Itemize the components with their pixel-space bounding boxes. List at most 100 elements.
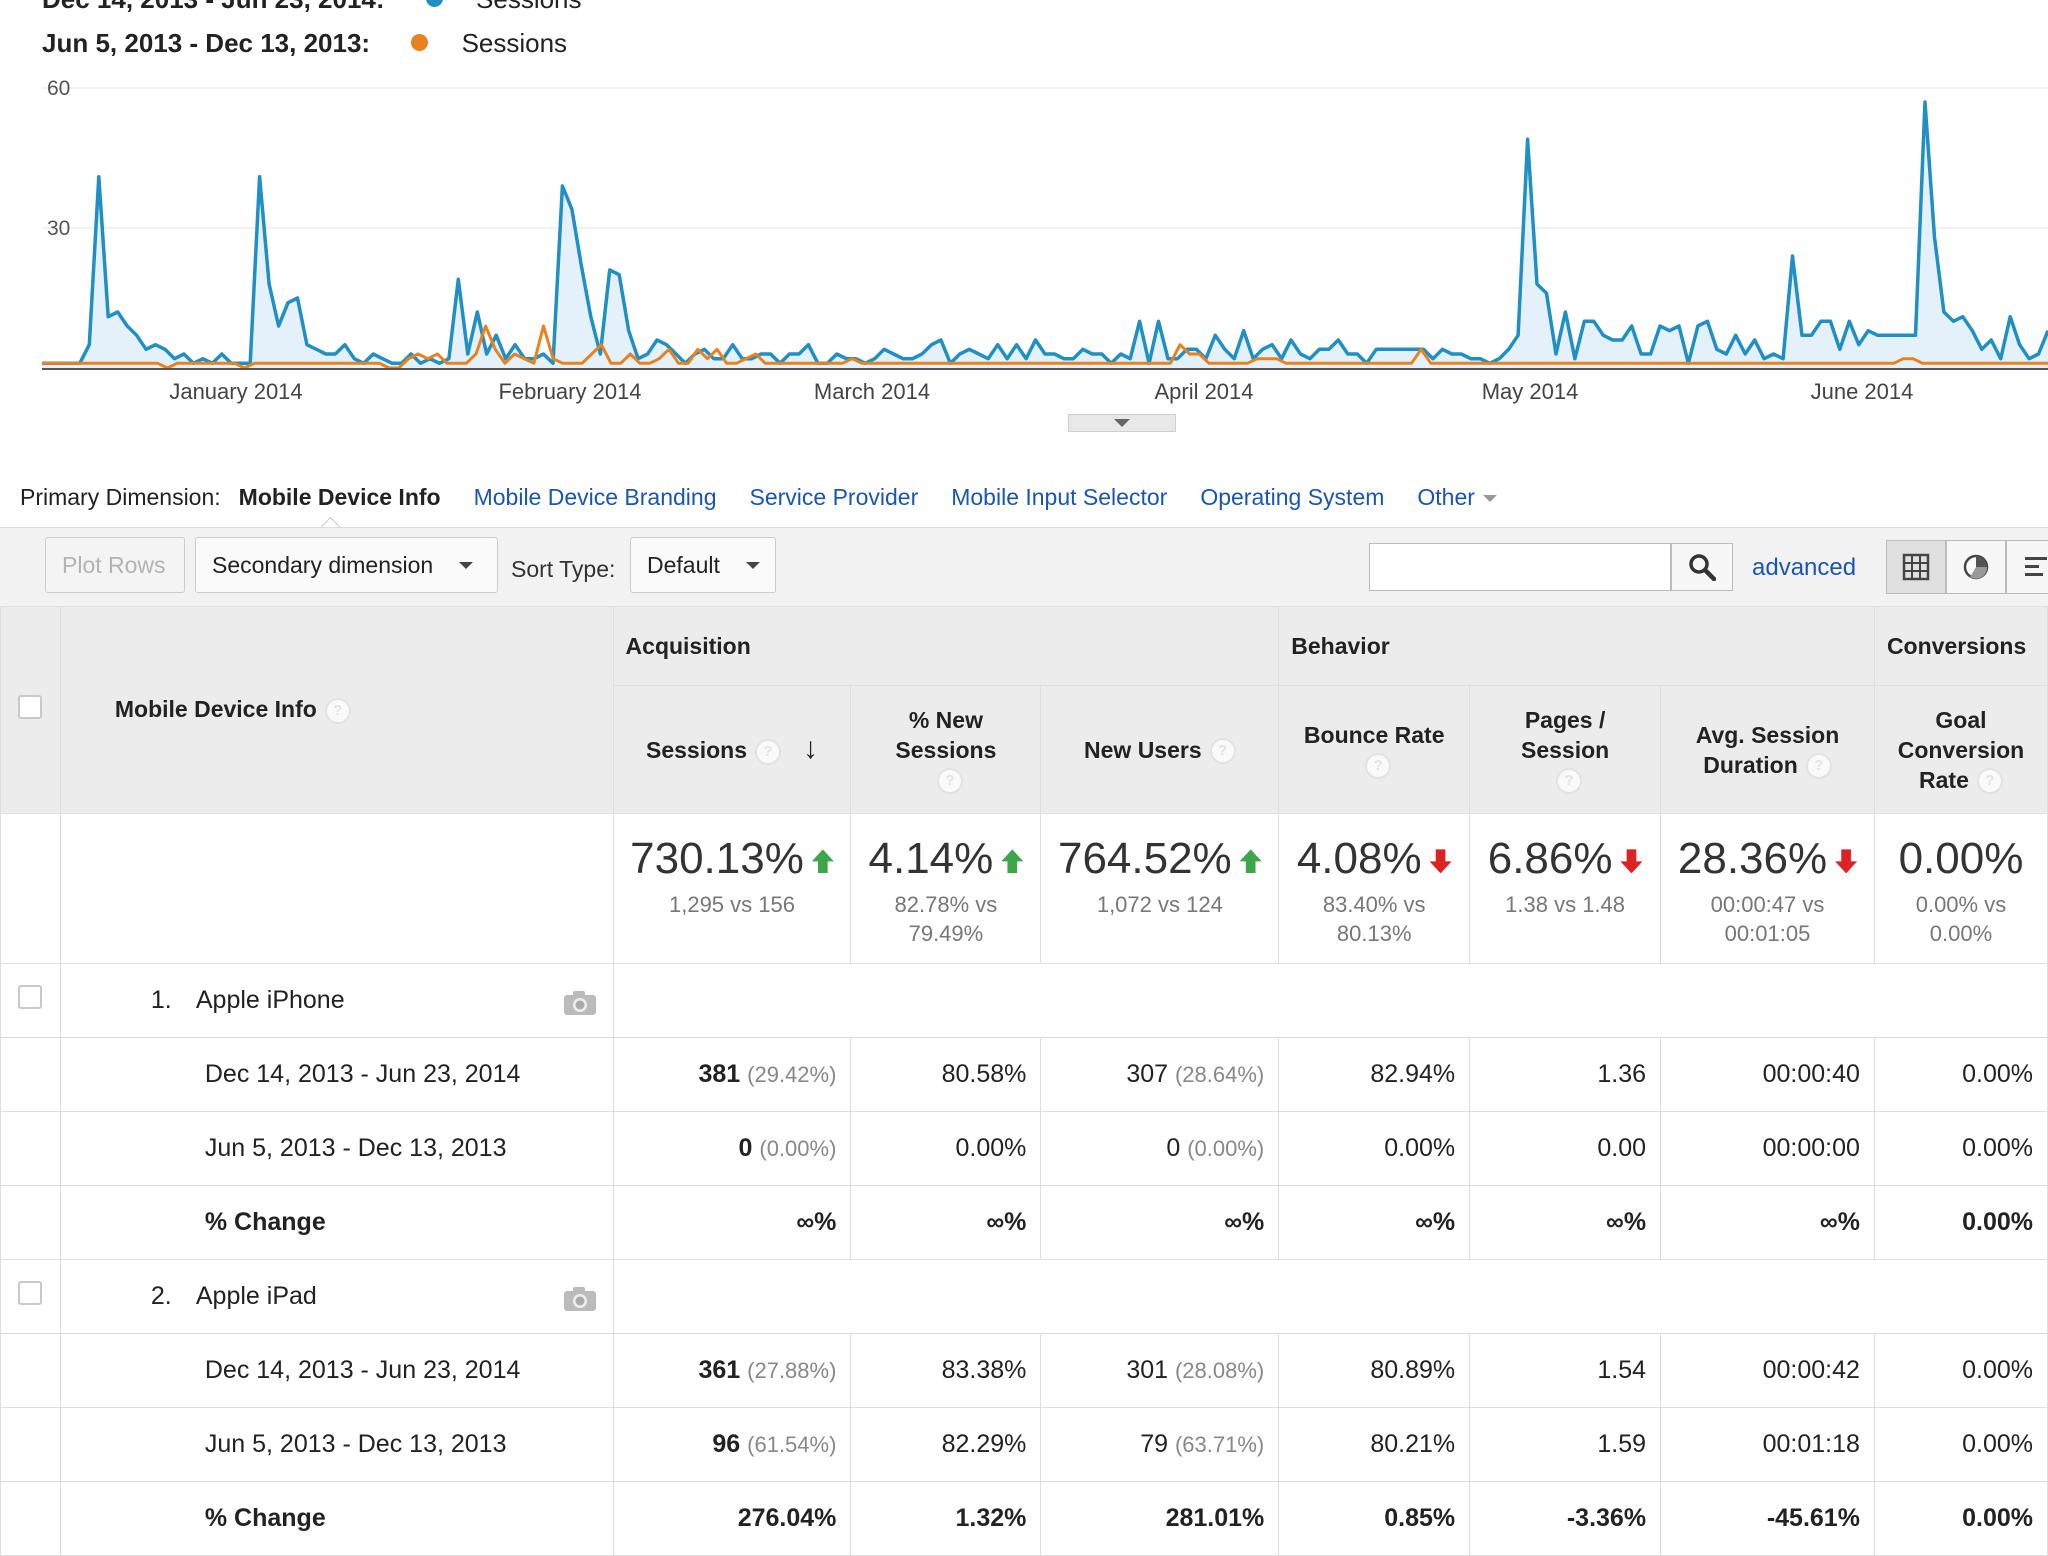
- row-spacer: [0, 1407, 61, 1482]
- row-checkbox[interactable]: [18, 985, 43, 1009]
- cell-new-users: 281.01%: [1040, 1481, 1280, 1556]
- cell-sessions: 0 (0.00%): [612, 1111, 852, 1186]
- cell-goal-conversion-rate: 0.00%: [1873, 1333, 2048, 1408]
- cell-new-users: 307 (28.64%): [1040, 1037, 1280, 1112]
- table-search-input[interactable]: [1369, 543, 1671, 591]
- x-tick-label: January 2014: [169, 379, 302, 404]
- plot-rows-button[interactable]: Plot Rows: [45, 537, 185, 593]
- total-sessions-compare: 1,295 vs 156: [668, 892, 795, 917]
- dimension-mobile-device-branding[interactable]: Mobile Device Branding: [473, 483, 717, 510]
- device-name-link[interactable]: Apple iPhone: [195, 986, 345, 1014]
- total-new-users-change: 764.52%: [1057, 834, 1232, 883]
- arrow-down-icon: [1835, 849, 1858, 874]
- help-icon[interactable]: ?: [1805, 753, 1832, 780]
- dimension-mobile-device-info[interactable]: Mobile Device Info: [238, 483, 441, 510]
- table-row: Dec 14, 2013 - Jun 23, 2014 381 (29.42%) 8…: [0, 1037, 2048, 1112]
- advanced-filter-link[interactable]: advanced: [1752, 554, 1857, 581]
- row-date-range-label: % Change: [59, 1481, 614, 1556]
- cell-new-users: 301 (28.08%): [1040, 1333, 1280, 1408]
- new-sessions-column-label: % New Sessions: [895, 706, 997, 763]
- dimension-mobile-input-selector[interactable]: Mobile Input Selector: [951, 483, 1168, 510]
- dimension-operating-system[interactable]: Operating System: [1200, 483, 1385, 510]
- help-icon[interactable]: ?: [1209, 738, 1236, 765]
- total-goal-change: 0.00%: [1898, 834, 2024, 883]
- dimension-other-dropdown[interactable]: Other: [1417, 484, 1497, 511]
- help-icon[interactable]: ?: [324, 697, 351, 724]
- sort-type-label: Sort Type:: [511, 556, 616, 582]
- arrow-up-icon: [1001, 849, 1024, 874]
- total-pages-compare: 1.38 vs 1.48: [1505, 892, 1626, 917]
- new-sessions-column-header[interactable]: % New Sessions?: [850, 685, 1042, 814]
- select-all-checkbox[interactable]: [18, 695, 43, 719]
- total-duration-compare-2: 00:01:05: [1724, 921, 1811, 946]
- camera-icon[interactable]: [563, 990, 597, 1016]
- cell-goal-conversion-rate: 0.00%: [1873, 1481, 2048, 1556]
- pie-view-button[interactable]: [1946, 540, 2006, 594]
- secondary-dimension-select[interactable]: Secondary dimension: [195, 537, 498, 593]
- behavior-group-header: Behavior: [1278, 606, 1875, 686]
- device-name-link[interactable]: Apple iPad: [195, 1282, 317, 1310]
- row-spacer: [0, 1111, 61, 1186]
- sessions-column-header[interactable]: Sessions? ↓: [612, 685, 852, 814]
- help-icon[interactable]: ?: [1976, 768, 2003, 795]
- cell-goal-conversion-rate: 0.00%: [1873, 1111, 2048, 1186]
- totals-empty-cell: [0, 813, 61, 964]
- row-checkbox[interactable]: [18, 1281, 43, 1305]
- dimension-column-header[interactable]: Mobile Device Info?: [59, 606, 614, 814]
- new-users-value: ∞%: [1224, 1208, 1265, 1236]
- row-date-range-label: Dec 14, 2013 - Jun 23, 2014: [59, 1037, 614, 1112]
- legend-previous-dot: [411, 33, 429, 51]
- sort-type-select[interactable]: Default: [630, 537, 776, 593]
- chart-collapse-toggle[interactable]: [1068, 414, 1176, 432]
- total-bounce-rate: 4.08% 83.40% vs 80.13%: [1278, 813, 1471, 964]
- row-number: 2.: [150, 1282, 172, 1310]
- cell-avg-session-duration: 00:00:40: [1660, 1037, 1875, 1112]
- device-row[interactable]: 2. Apple iPad: [0, 1259, 2048, 1334]
- cell-goal-conversion-rate: 0.00%: [1873, 1037, 2048, 1112]
- acquisition-group-header: Acquisition: [612, 606, 1280, 686]
- sessions-chart: 60 30 January 2014 February 2014 March 2014 A…: [42, 77, 2048, 404]
- row-date-range-label: Dec 14, 2013 - Jun 23, 2014: [59, 1333, 614, 1408]
- device-row-empty: [612, 963, 2048, 1038]
- new-users-value: 79: [1140, 1430, 1169, 1458]
- help-icon[interactable]: ?: [754, 738, 781, 765]
- cell-goal-conversion-rate: 0.00%: [1873, 1185, 2048, 1260]
- goal-conversion-rate-column-header[interactable]: Goal Conversion Rate?: [1873, 685, 2048, 814]
- total-pages-per-session: 6.86% 1.38 vs 1.48: [1469, 813, 1662, 964]
- x-tick-label: June 2014: [1811, 379, 1914, 404]
- help-icon[interactable]: ?: [936, 768, 963, 795]
- help-icon[interactable]: ?: [1365, 753, 1392, 780]
- legend-current-range: Dec 14, 2013 - Jun 23, 2014:: [42, 0, 385, 14]
- goal-conversion-rate-column-label: Goal Conversion Rate: [1897, 706, 2025, 793]
- pages-per-session-column-header[interactable]: Pages / Session?: [1469, 685, 1662, 814]
- caret-down-icon: [459, 561, 474, 569]
- total-new-sessions-change: 4.14%: [868, 834, 994, 883]
- search-button[interactable]: [1671, 543, 1733, 591]
- bar-view-button[interactable]: [2006, 540, 2048, 594]
- total-avg-session-duration: 28.36% 00:00:47 vs 00:01:05: [1660, 813, 1875, 964]
- total-new-users: 764.52% 1,072 vs 124: [1040, 813, 1280, 964]
- table-view-button[interactable]: [1886, 540, 1946, 594]
- secondary-dimension-label: Secondary dimension: [212, 551, 434, 578]
- camera-icon[interactable]: [563, 1286, 597, 1312]
- x-tick-label: April 2014: [1154, 379, 1253, 404]
- device-row[interactable]: 1. Apple iPhone: [0, 963, 2048, 1038]
- sessions-percent: (61.54%): [747, 1432, 837, 1457]
- help-icon[interactable]: ?: [1556, 768, 1583, 795]
- new-users-column-header[interactable]: New Users?: [1040, 685, 1280, 814]
- table-row: % Change 276.04% 1.32% 281.01% 0.85% -3.36%…: [0, 1481, 2048, 1556]
- bounce-rate-column-header[interactable]: Bounce Rate?: [1278, 685, 1471, 814]
- new-users-percent: (28.08%): [1174, 1358, 1265, 1383]
- arrow-down-icon: [1429, 849, 1452, 874]
- dimension-service-provider[interactable]: Service Provider: [749, 483, 919, 510]
- total-goal-conversion-rate: 0.00% 0.00% vs 0.00%: [1873, 813, 2048, 964]
- avg-session-duration-column-header[interactable]: Avg. Session Duration?: [1660, 685, 1875, 814]
- new-users-value: 281.01%: [1165, 1504, 1265, 1532]
- row-date-range-label: Jun 5, 2013 - Dec 13, 2013: [59, 1111, 614, 1186]
- cell-avg-session-duration: 00:00:42: [1660, 1333, 1875, 1408]
- legend-current: Dec 14, 2013 - Jun 23, 2014: Sessions: [42, 0, 582, 15]
- cell-bounce-rate: 0.85%: [1278, 1481, 1471, 1556]
- totals-label-cell: [59, 813, 614, 964]
- cell-new-sessions: 0.00%: [850, 1111, 1042, 1186]
- avg-session-duration-column-label: Avg. Session Duration: [1695, 721, 1840, 778]
